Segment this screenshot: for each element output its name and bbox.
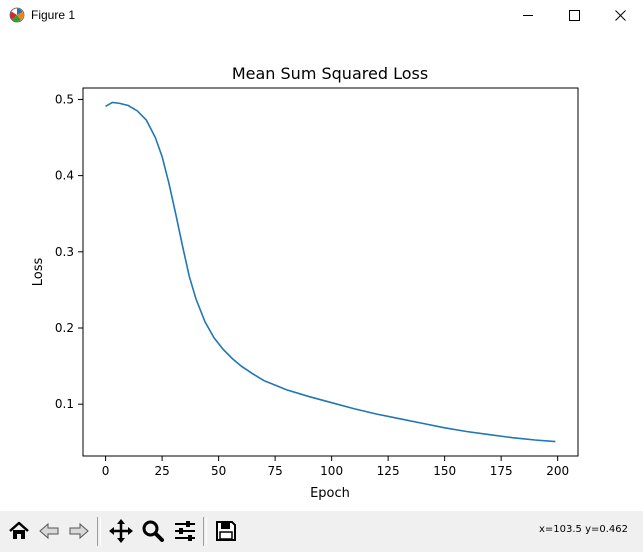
y-axis-label: Loss (31, 258, 46, 287)
minimize-icon (523, 15, 533, 16)
chart-title: Mean Sum Squared Loss (232, 64, 428, 83)
axes-frame (82, 87, 579, 457)
x-tick-label: 100 (320, 464, 343, 478)
matplotlib-icon (9, 7, 25, 23)
x-tick-label: 200 (546, 464, 569, 478)
loss-series-line (105, 101, 556, 443)
x-tick-label: 50 (211, 464, 226, 478)
maximize-icon (568, 9, 580, 21)
cursor-coordinates: x=103.5 y=0.462 (538, 524, 628, 535)
zoom-button[interactable] (138, 516, 167, 546)
x-tick-label: 150 (433, 464, 456, 478)
y-tick-label: 0.1 (55, 397, 74, 411)
configure-subplots-icon (174, 521, 195, 541)
home-button[interactable] (4, 516, 33, 546)
close-button[interactable] (597, 0, 643, 30)
save-icon (215, 521, 236, 541)
figure-canvas[interactable]: 0 25 50 75 100 125 150 175 200 0.1 0.2 0.3 0.4 0.5 Me… (0, 30, 643, 511)
x-tick-label: 125 (377, 464, 400, 478)
window-titlebar: Figure 1 (0, 0, 643, 30)
toolbar-separator (203, 517, 207, 546)
window-title: Figure 1 (31, 8, 76, 22)
pan-icon (108, 519, 133, 543)
back-arrow-icon (38, 522, 58, 540)
toolbar-separator (97, 517, 101, 546)
back-button[interactable] (34, 516, 63, 546)
x-tick-label: 0 (102, 464, 110, 478)
maximize-button[interactable] (551, 0, 597, 30)
home-icon (8, 521, 29, 539)
configure-subplots-button[interactable] (170, 516, 199, 546)
close-icon (614, 9, 626, 21)
y-tick-label: 0.4 (55, 169, 74, 183)
y-tick-label: 0.2 (55, 321, 74, 335)
y-tick-label: 0.3 (55, 245, 74, 259)
pan-button[interactable] (106, 516, 135, 546)
zoom-icon (142, 520, 164, 542)
y-tick-label: 0.5 (55, 92, 74, 106)
save-button[interactable] (211, 516, 240, 546)
forward-button[interactable] (64, 516, 93, 546)
x-axis-label: Epoch (310, 486, 350, 501)
navigation-toolbar: x=103.5 y=0.462 (0, 511, 643, 552)
x-tick-label: 75 (267, 464, 282, 478)
ticks-layer: 0 25 50 75 100 125 150 175 200 0.1 0.2 0.3 0.4 0.5 (55, 92, 569, 478)
line-chart: 0 25 50 75 100 125 150 175 200 0.1 0.2 0.3 0.4 0.5 Me… (31, 64, 579, 501)
forward-arrow-icon (69, 522, 89, 540)
minimize-button[interactable] (505, 0, 551, 30)
x-tick-label: 175 (490, 464, 513, 478)
x-tick-label: 25 (154, 464, 169, 478)
